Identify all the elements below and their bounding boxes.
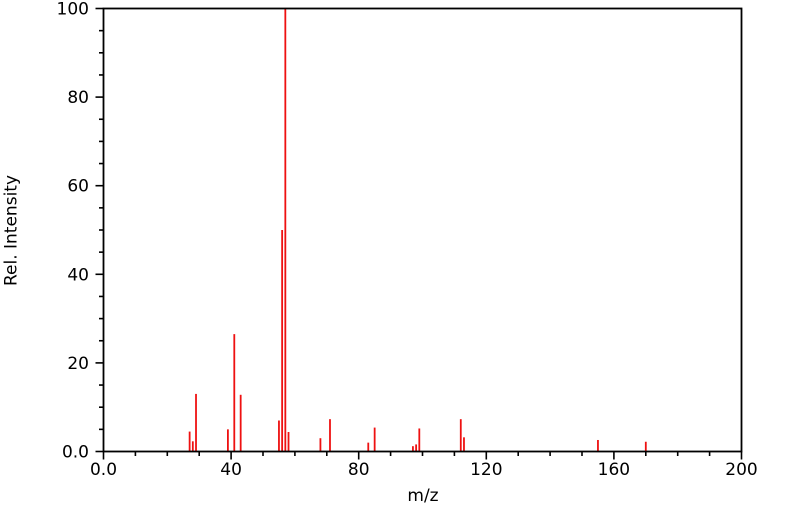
- x-axis-tick-label: 160: [598, 460, 630, 480]
- x-axis-tick-label: 40: [220, 460, 242, 480]
- x-axis-tick-label: 0.0: [90, 460, 117, 480]
- plot-frame: [102, 7, 743, 453]
- y-axis-tick-label: 80: [67, 88, 89, 108]
- y-axis-tick-label: 0.0: [62, 443, 89, 463]
- y-axis-tick-label: 60: [67, 177, 89, 197]
- x-axis-tick-label: 80: [348, 460, 370, 480]
- y-axis-title: Rel. Intensity: [1, 174, 22, 287]
- y-axis-tick-label: 40: [67, 265, 89, 285]
- y-axis-tick-label: 20: [67, 354, 89, 374]
- x-axis-title: m/z: [407, 486, 439, 506]
- y-axis-tick-label: 100: [57, 0, 89, 20]
- x-axis-tick-label: 120: [470, 460, 502, 480]
- x-axis-tick-label: 200: [725, 460, 757, 480]
